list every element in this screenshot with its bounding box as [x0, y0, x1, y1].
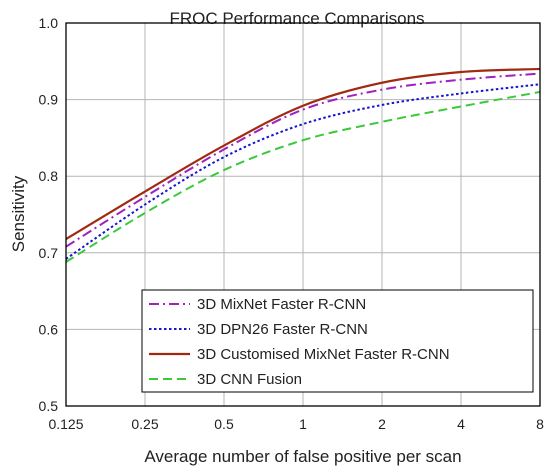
chart-title: FROC Performance Comparisons — [169, 9, 424, 28]
legend-label-3: 3D Customised MixNet Faster R-CNN — [197, 346, 450, 363]
legend: 3D MixNet Faster R-CNN 3D DPN26 Faster R-… — [141, 289, 534, 393]
x-tick-label: 0.5 — [214, 416, 234, 432]
legend-label-1: 3D MixNet Faster R-CNN — [197, 296, 366, 313]
legend-label-2: 3D DPN26 Faster R-CNN — [197, 321, 368, 338]
x-tick-label: 0.25 — [131, 416, 158, 432]
y-tick-label: 1.0 — [39, 15, 59, 31]
series-line-1 — [65, 72, 541, 248]
y-tick-label: 0.9 — [39, 92, 59, 108]
x-tick-label: 1 — [299, 416, 307, 432]
y-tick-label: 0.5 — [39, 398, 59, 414]
x-tick-labels: 0.125 0.25 0.5 1 2 4 8 — [48, 416, 544, 432]
y-tick-labels: 0.5 0.6 0.7 0.8 0.9 1.0 — [39, 15, 59, 414]
y-tick-label: 0.8 — [39, 168, 59, 184]
series-line-4 — [65, 90, 541, 263]
x-tick-label: 0.125 — [48, 416, 83, 432]
series-lines — [65, 67, 541, 263]
series-line-2 — [65, 83, 541, 260]
plot-frame — [65, 22, 541, 407]
legend-box — [141, 289, 534, 393]
x-axis-title: Average number of false positive per sca… — [144, 447, 461, 466]
y-tick-label: 0.6 — [39, 321, 59, 337]
x-tick-label: 2 — [378, 416, 386, 432]
x-tick-label: 8 — [536, 416, 544, 432]
y-tick-label: 0.7 — [39, 245, 59, 261]
x-tick-label: 4 — [457, 416, 465, 432]
legend-label-4: 3D CNN Fusion — [197, 371, 302, 388]
y-axis-title: Sensitivity — [9, 175, 28, 252]
series-line-3 — [65, 67, 541, 240]
